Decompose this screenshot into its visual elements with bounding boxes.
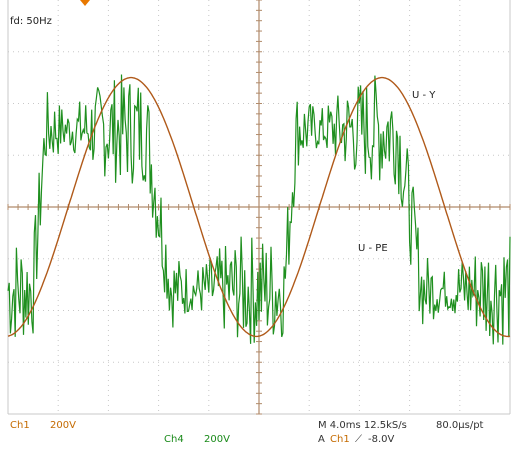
ch4-name: Ch4 [164,434,184,445]
ch4-scale: 200V [204,434,230,445]
trace-u-pe [7,74,511,345]
trigger-slope: ⟋ [355,434,362,445]
trigger-source: Ch1 [330,434,350,445]
trace-label-u-y: U - Y [412,90,436,101]
resolution-readout: 80.0µs/pt [436,420,484,431]
frequency-annotation: fd: 50Hz [10,16,52,27]
ch1-name: Ch1 [10,420,30,431]
trigger-prefix: A [318,434,325,445]
trace-u-y [7,76,511,338]
center-axes [7,0,511,415]
ch1-scale: 200V [50,420,76,431]
trace-label-u-pe: U - PE [358,243,388,254]
trigger-level: -8.0V [368,434,395,445]
timebase-readout: M 4.0ms 12.5kS/s [318,420,407,431]
trigger-position-marker [80,0,90,6]
